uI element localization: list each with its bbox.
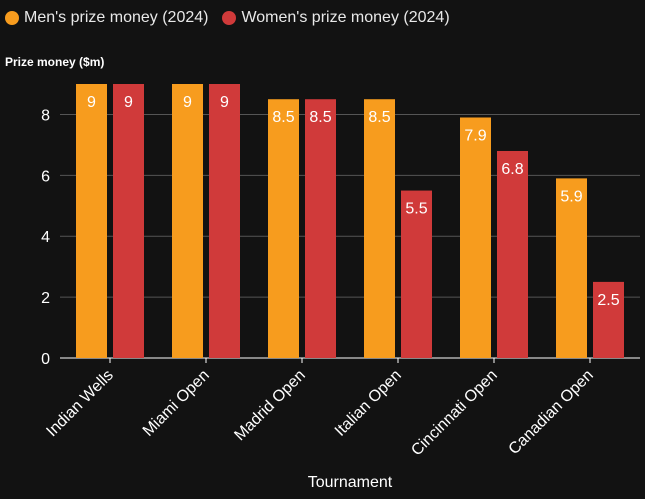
x-tick-label: Canadian Open (506, 367, 597, 458)
x-axis-title: Tournament (308, 474, 393, 491)
bar-value-label: 9 (124, 94, 133, 111)
bar[interactable] (593, 281, 624, 358)
x-tick-label: Madrid Open (231, 367, 308, 444)
bar-value-label: 8.5 (368, 109, 390, 126)
y-tick-label: 2 (41, 290, 50, 307)
bar[interactable] (401, 190, 432, 358)
bar-value-label: 9 (183, 94, 192, 111)
bar[interactable] (113, 84, 144, 358)
y-tick-label: 0 (41, 351, 50, 368)
legend-swatch-women (222, 11, 237, 25)
bar-value-label: 8.5 (309, 109, 331, 126)
bar[interactable] (497, 150, 528, 358)
bar[interactable] (76, 84, 107, 358)
bar[interactable] (460, 117, 491, 358)
bar-value-label: 6.8 (501, 161, 523, 178)
y-tick-label: 6 (41, 168, 50, 185)
legend-label-women: Women's prize money (2024) (241, 9, 450, 26)
legend: Men's prize money (2024) Women's prize m… (5, 9, 464, 27)
legend-item-women[interactable]: Women's prize money (2024) (222, 9, 450, 27)
bar-value-label: 8.5 (272, 109, 294, 126)
bar[interactable] (305, 99, 336, 358)
legend-swatch-men (5, 11, 19, 25)
x-tick-label: Indian Wells (43, 367, 116, 440)
x-tick-label: Cincinnati Open (408, 367, 501, 460)
bar[interactable] (364, 99, 395, 358)
x-tick-label: Miami Open (140, 367, 213, 440)
bar-value-label: 5.9 (560, 188, 582, 205)
bar-value-label: 7.9 (464, 127, 486, 144)
legend-label-men: Men's prize money (2024) (24, 9, 209, 26)
x-tick-label: Italian Open (332, 367, 405, 440)
bar-value-label: 9 (87, 94, 96, 111)
legend-item-men[interactable]: Men's prize money (2024) (5, 9, 208, 27)
bar-value-label: 2.5 (597, 292, 619, 309)
bar[interactable] (172, 84, 203, 358)
bar[interactable] (209, 84, 240, 358)
y-tick-label: 8 (41, 107, 50, 124)
bar-value-label: 9 (220, 94, 229, 111)
bar[interactable] (268, 99, 299, 358)
y-axis-title: Prize money ($m) (5, 55, 105, 69)
y-tick-label: 4 (41, 229, 50, 246)
bar-value-label: 5.5 (405, 201, 427, 218)
bar[interactable] (556, 178, 587, 358)
